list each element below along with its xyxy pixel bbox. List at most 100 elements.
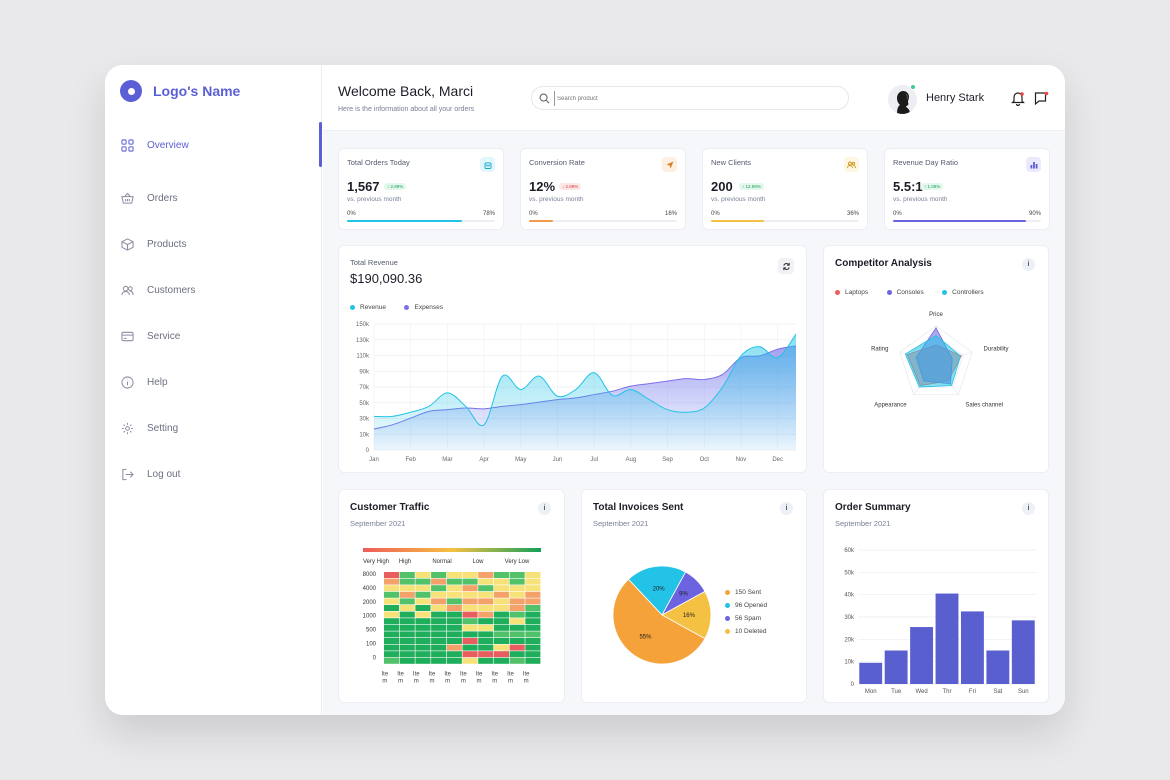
info-icon[interactable]: i: [780, 502, 793, 515]
chat-icon[interactable]: [1034, 91, 1049, 106]
heatmap-cell: [399, 578, 415, 585]
radar-grid: [899, 325, 973, 396]
heatmap-cell: [509, 591, 525, 598]
total-invoices-panel: Total Invoices Sent September 2021 i 20%…: [581, 489, 807, 703]
sidebar-item-help[interactable]: Help: [121, 372, 168, 392]
sidebar: Logo's Name Overview Orders Products Cus…: [105, 65, 322, 715]
sidebar-item-customers[interactable]: Customers: [121, 280, 195, 300]
x-tick-label: Apr: [479, 457, 488, 463]
heatmap-cell: [478, 598, 494, 605]
bar: [986, 650, 1010, 684]
heatmap-cell: [399, 644, 415, 651]
bar: [935, 593, 959, 684]
revenue-label: Total Revenue: [350, 258, 398, 267]
legend-item-expenses[interactable]: Expenses: [404, 304, 443, 311]
heatmap-cell: [415, 591, 431, 598]
legend-dot: [725, 590, 730, 595]
bar: [960, 611, 984, 684]
x-tick-label: m: [429, 678, 434, 684]
heatmap-cell: [399, 624, 415, 631]
stat-card-conversion-rate[interactable]: Conversion Rate 12% ↓ 2.89% vs. previous…: [520, 148, 686, 230]
progress-fill: [347, 220, 463, 222]
stat-value: 1,567: [347, 179, 380, 194]
scale-label: Very Low: [505, 559, 530, 565]
panel-title: Order Summary: [835, 502, 911, 513]
heatmap-cell: [446, 578, 462, 585]
sidebar-item-overview[interactable]: Overview: [121, 135, 189, 155]
heatmap-cell: [525, 598, 541, 605]
legend-item-revenue[interactable]: Revenue: [350, 304, 386, 311]
scale-label: Normal: [432, 559, 451, 565]
legend-item-opened[interactable]: 96 Opened: [725, 602, 767, 609]
stat-icon-box: [1026, 157, 1041, 172]
legend-item-deleted[interactable]: 10 Deleted: [725, 628, 767, 635]
sidebar-item-label: Service: [147, 330, 181, 342]
heatmap-cell: [446, 618, 462, 625]
sidebar-item-orders[interactable]: Orders: [121, 188, 178, 208]
y-tick-label: 50k: [359, 401, 370, 407]
progress-track: [893, 220, 1041, 222]
order-summary-bar-chart: 60k 50k 40k 30k 20k 10k 0 Mon Tue Wed Thr Fri Sat Sun: [844, 548, 1036, 695]
sidebar-item-logout[interactable]: Log out: [121, 464, 180, 484]
info-icon[interactable]: i: [1022, 258, 1035, 271]
heatmap-cell: [399, 638, 415, 644]
bell-icon[interactable]: [1011, 91, 1025, 106]
legend-item-consoles[interactable]: Consoles: [886, 289, 924, 296]
heatmap-cell: [431, 644, 447, 651]
legend-item-spam[interactable]: 56 Spam: [725, 615, 767, 622]
x-tick-label: Sat: [993, 689, 1002, 695]
x-tick-label: Thr: [943, 689, 952, 695]
logo[interactable]: Logo's Name: [120, 80, 240, 102]
x-tick-label: m: [382, 678, 387, 684]
sidebar-item-products[interactable]: Products: [121, 234, 186, 254]
heatmap-cell: [509, 638, 525, 644]
x-tick-label: Ite: [413, 671, 420, 677]
legend-item-laptops[interactable]: Laptops: [835, 289, 868, 296]
sidebar-item-service[interactable]: Service: [121, 326, 180, 346]
user-name[interactable]: Henry Stark: [926, 92, 985, 104]
x-tick-label: Ite: [444, 671, 451, 677]
stat-card-total-orders[interactable]: Total Orders Today 1,567 ↑ 2.89% vs. pre…: [338, 148, 504, 230]
radar-axis-label: Rating: [871, 347, 888, 353]
revenue-value: $190,090.36: [350, 271, 423, 286]
sidebar-item-setting[interactable]: Setting: [121, 418, 178, 438]
panel-subtitle: September 2021: [593, 519, 649, 528]
heatmap-cell: [384, 638, 400, 644]
x-tick-label: Wed: [915, 689, 927, 695]
heatmap-cell: [399, 591, 415, 598]
heatmap-cell: [478, 572, 494, 578]
main-content: Welcome Back, Marci Here is the informat…: [323, 65, 1065, 715]
x-tick-label: Fri: [969, 689, 976, 695]
y-tick-label: 50k: [844, 570, 855, 576]
heatmap-cell: [446, 605, 462, 611]
people-icon: [847, 161, 856, 168]
avatar[interactable]: [888, 85, 917, 114]
refresh-button[interactable]: [778, 258, 794, 274]
heatmap-cell: [399, 585, 415, 592]
x-tick-label: Sun: [1018, 689, 1029, 695]
x-tick-label: Ite: [460, 671, 467, 677]
pie-slice-label: 20%: [653, 586, 666, 592]
y-tick-label: 4000: [363, 586, 377, 592]
info-icon[interactable]: i: [538, 502, 551, 515]
heatmap-cell: [431, 631, 447, 638]
info-icon[interactable]: i: [1022, 502, 1035, 515]
app-window: Logo's Name Overview Orders Products Cus…: [105, 65, 1065, 715]
stat-comparison: vs. previous month: [893, 196, 948, 203]
x-tick-label: Aug: [626, 457, 637, 463]
sidebar-item-label: Setting: [147, 422, 179, 434]
heatmap-cell: [415, 618, 431, 625]
legend-item-sent[interactable]: 150 Sent: [725, 589, 767, 596]
search-input[interactable]: [554, 91, 834, 106]
legend-item-controllers[interactable]: Controllers: [942, 289, 984, 296]
stat-card-new-clients[interactable]: New Clients 200 ↑ 12.89% vs. previous mo…: [702, 148, 868, 230]
heatmap-cell: [525, 585, 541, 592]
revenue-legend: Revenue Expenses: [350, 297, 457, 315]
y-tick-label: 150k: [356, 322, 370, 328]
heatmap-cell: [525, 651, 541, 658]
heatmap-cell: [415, 598, 431, 605]
heatmap-cell: [415, 572, 431, 578]
heatmap-cell: [478, 605, 494, 611]
stat-card-revenue-day-ratio[interactable]: Revenue Day Ratio 5.5:1 ↑ 1.09% vs. prev…: [884, 148, 1050, 230]
progress-min: 0%: [711, 211, 720, 217]
